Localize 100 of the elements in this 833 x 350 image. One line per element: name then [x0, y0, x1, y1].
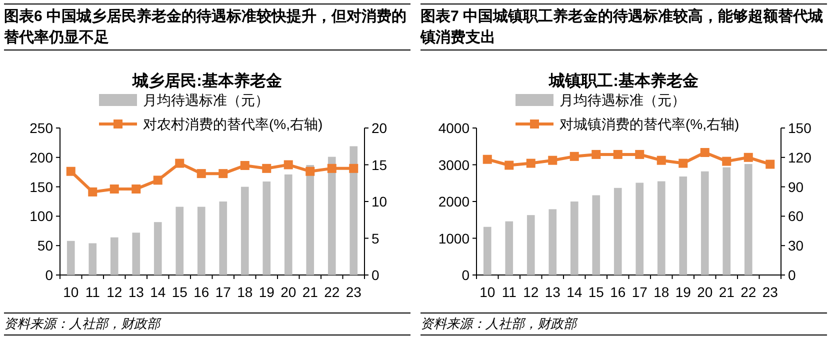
bar: [176, 206, 184, 275]
bar: [548, 209, 557, 275]
bar: [262, 182, 271, 275]
point: [504, 160, 514, 170]
bar: [592, 195, 600, 275]
bar: [526, 215, 535, 275]
point: [766, 160, 775, 169]
x-tick-label: 10: [63, 284, 79, 300]
text: 资料来源：人社部，财政部: [4, 316, 162, 331]
point: [284, 160, 293, 170]
legend-label: 月均待遇标准（元）: [143, 92, 269, 108]
x-tick-label: 14: [150, 284, 166, 300]
text: 资料来源：人社部，财政部: [420, 316, 578, 331]
y-tick-label: 250: [30, 120, 54, 136]
point: [482, 154, 492, 164]
x-tick-label: 13: [544, 284, 561, 300]
point: [592, 150, 601, 159]
y2-tick-label: 10: [372, 194, 388, 210]
bar: [570, 202, 578, 275]
x-tick-label: 22: [324, 284, 340, 300]
point: [570, 152, 579, 161]
y-tick-label: 4000: [438, 120, 470, 136]
bar: [240, 186, 249, 275]
bar: [219, 202, 228, 275]
point: [66, 166, 76, 176]
x-tick-label: 22: [740, 284, 756, 300]
chart-subtitle: 城镇职工:基本养老金: [548, 71, 698, 90]
point: [656, 156, 666, 165]
bar: [66, 240, 75, 275]
point: [349, 164, 358, 173]
bar: [197, 206, 206, 275]
x-tick-label: 21: [718, 284, 735, 300]
x-tick-label: 16: [610, 284, 626, 300]
point: [153, 176, 162, 185]
y-tick-label: 3000: [438, 156, 470, 173]
y2-tick-label: 120: [788, 149, 812, 166]
chart-subtitle: 城乡居民:基本养老金: [132, 71, 282, 90]
point: [306, 166, 315, 176]
legend-label: 对城镇消费的替代率(%,右轴): [560, 116, 740, 132]
bar: [284, 174, 292, 275]
y2-tick-label: 60: [788, 208, 804, 224]
x-tick-label: 10: [480, 284, 496, 300]
bar: [505, 221, 514, 275]
x-tick-label: 16: [194, 284, 210, 300]
point: [240, 160, 250, 170]
y-tick-label: 100: [30, 208, 54, 224]
bar: [679, 176, 688, 275]
x-tick-label: 11: [85, 284, 100, 300]
x-tick-label: 17: [632, 284, 648, 300]
point: [526, 158, 536, 168]
point: [88, 187, 98, 196]
point: [262, 164, 272, 173]
bar: [88, 243, 97, 275]
y2-tick-label: 0: [372, 267, 380, 283]
y-tick-label: 1000: [438, 230, 470, 246]
bar: [657, 181, 666, 275]
bar: [744, 164, 752, 275]
legend-label: 月均待遇标准（元）: [560, 92, 686, 108]
point: [110, 184, 119, 194]
point: [175, 158, 184, 168]
y2-tick-label: 15: [372, 156, 388, 173]
point: [635, 150, 644, 159]
x-tick-label: 19: [258, 284, 275, 300]
bar: [132, 232, 140, 275]
x-tick-label: 14: [566, 284, 582, 300]
y-tick-label: 0: [45, 267, 54, 283]
x-tick-label: 18: [654, 284, 670, 300]
x-tick-label: 23: [762, 284, 778, 300]
point: [744, 152, 753, 162]
bar: [636, 182, 644, 275]
bar: [483, 226, 492, 275]
bar: [700, 171, 709, 275]
point: [548, 156, 558, 165]
y-tick-label: 0: [462, 267, 470, 283]
y2-tick-label: 20: [372, 120, 388, 136]
point: [327, 164, 336, 173]
x-tick-label: 20: [697, 284, 713, 300]
point: [218, 169, 228, 178]
y-tick-label: 50: [37, 238, 54, 254]
bar: [306, 165, 314, 275]
point: [613, 150, 622, 159]
y2-tick-label: 90: [788, 178, 804, 195]
y-tick-label: 200: [30, 149, 54, 166]
x-tick-label: 12: [523, 284, 539, 300]
x-tick-label: 13: [128, 284, 144, 300]
x-tick-label: 23: [346, 284, 362, 300]
x-tick-label: 17: [215, 284, 232, 300]
x-tick-label: 12: [106, 284, 122, 300]
x-tick-label: 18: [237, 284, 253, 300]
x-tick-label: 15: [588, 284, 604, 300]
x-tick-label: 19: [675, 284, 692, 300]
chart-title: 图表7 中国城镇职工养老金的待遇标准较高，能够超额替代城镇消费支出: [420, 7, 824, 46]
chart-title: 图表6 中国城乡居民养老金的待遇标准较快提升，但对消费的替代率仍显不足: [3, 7, 407, 46]
y-tick-label: 150: [30, 178, 54, 195]
point: [700, 148, 710, 157]
bar: [350, 146, 358, 275]
y2-tick-label: 5: [372, 230, 380, 246]
bar: [614, 188, 622, 275]
x-tick-label: 15: [172, 284, 188, 300]
point: [132, 184, 141, 194]
